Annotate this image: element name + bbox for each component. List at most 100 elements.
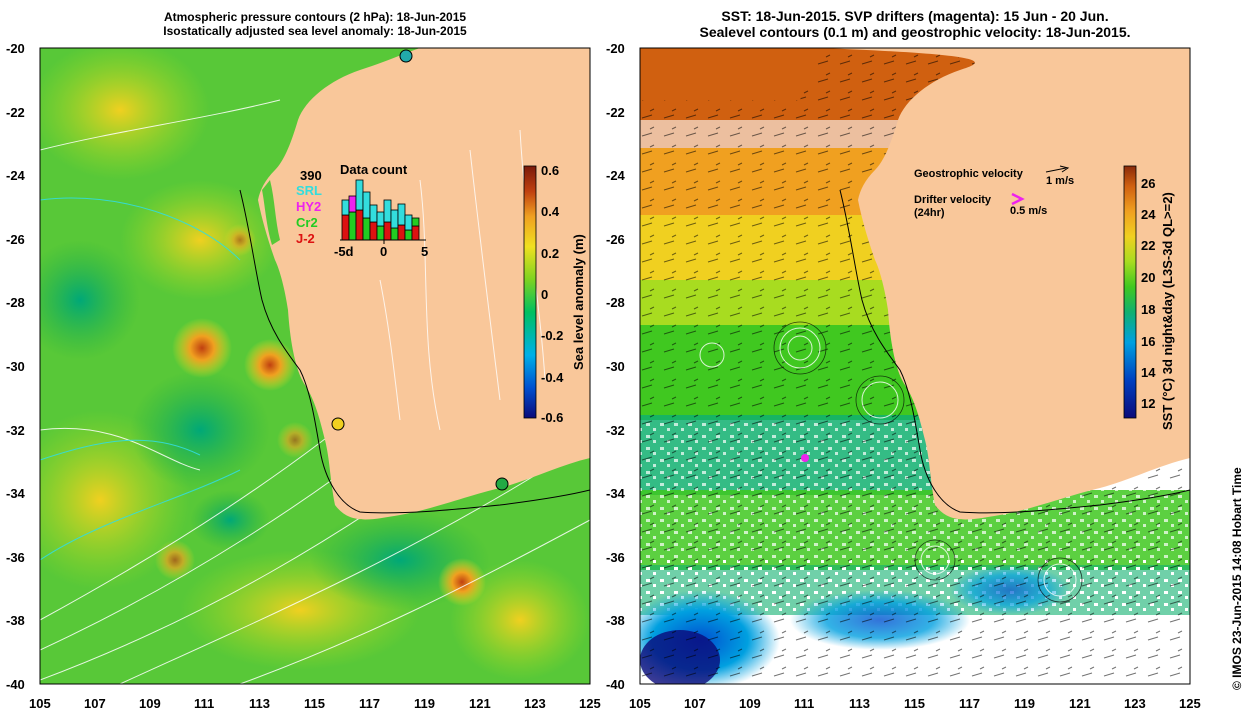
right-lon-tick: 125 (1179, 696, 1201, 711)
right-map-title: SST: 18-Jun-2015. SVP drifters (magenta)… (640, 8, 1190, 40)
right-lon-axis: 105 107 109 111 113 115 117 119 121 123 … (629, 696, 1201, 711)
drifter-sub-label: (24hr) (914, 207, 945, 219)
inset-xtick-neg5: -5d (334, 244, 354, 259)
left-lon-tick: 115 (304, 696, 325, 711)
left-lat-tick: -24 (6, 168, 26, 183)
left-lat-tick: -34 (6, 486, 26, 501)
right-lon-tick: 119 (1014, 696, 1035, 711)
sla-eddy-high (172, 318, 232, 378)
inset-legend-j2: J-2 (296, 231, 315, 246)
drifter-velocity-label: Drifter velocity (914, 194, 992, 206)
right-lat-tick: -34 (606, 486, 626, 501)
sst-tick-12: 12 (1141, 396, 1155, 411)
left-lat-tick: -32 (6, 423, 25, 438)
sla-tick-m0.2: -0.2 (541, 328, 563, 343)
inset-legend-cr2: Cr2 (296, 215, 318, 230)
geo-velocity-label: Geostrophic velocity (914, 168, 1024, 180)
left-title-line1: Atmospheric pressure contours (2 hPa): 1… (163, 10, 467, 24)
right-lon-tick: 115 (904, 696, 925, 711)
right-lon-tick: 113 (849, 696, 870, 711)
australia-landmass-right (820, 48, 1190, 520)
sla-colorbar: 0.6 0.4 0.2 0 -0.2 -0.4 -0.6 Sea level a… (523, 163, 586, 425)
left-lon-tick: 111 (194, 696, 214, 711)
inset-xtick-5: 5 (421, 244, 428, 259)
right-lon-tick: 123 (1124, 696, 1146, 711)
sealevel-contours (699, 327, 1077, 597)
right-lat-tick: -26 (606, 232, 625, 247)
right-lat-tick: -20 (606, 41, 625, 56)
sst-colorbar-label: SST (°C) 3d night&day (L3S-3d QL>=2) (1160, 192, 1175, 430)
right-lat-tick: -38 (606, 613, 625, 628)
australia-landmass (258, 48, 590, 520)
left-lat-tick: -26 (6, 232, 25, 247)
drifter-scale-label: 0.5 m/s (1010, 205, 1047, 217)
right-lon-tick: 109 (739, 696, 761, 711)
right-lon-tick: 117 (959, 696, 980, 711)
sla-tick-0: 0 (541, 287, 548, 302)
inset-legend-srl: SRL (296, 183, 322, 198)
sst-tick-16: 16 (1141, 334, 1155, 349)
left-lon-tick: 119 (414, 696, 435, 711)
right-lat-tick: -22 (606, 105, 625, 120)
left-lat-tick: -40 (6, 677, 25, 692)
left-map (40, 48, 590, 684)
inset-title: Data count (340, 162, 408, 177)
right-title-line2: Sealevel contours (0.1 m) and geostrophi… (699, 24, 1131, 40)
copyright-notice: © IMOS 23-Jun-2015 14:08 Hobart Time (1230, 467, 1244, 690)
inset-xtick-0: 0 (380, 244, 387, 259)
velocity-legend: Geostrophic velocity 1 m/s Drifter veloc… (914, 165, 1074, 219)
geo-scale-arrow (1045, 167, 1067, 173)
sla-tick-m0.4: -0.4 (541, 370, 564, 385)
sst-tick-14: 14 (1141, 365, 1156, 380)
sst-colorbar: 26 24 22 20 18 16 14 12 SST (°C) 3d nigh… (1123, 165, 1175, 430)
data-count-inset: 390 Data count SRL HY2 Cr2 J-2 -5d 0 5 (296, 162, 428, 259)
left-lon-tick: 105 (29, 696, 51, 711)
right-map-frame (639, 47, 1191, 685)
right-lat-tick: -30 (606, 359, 625, 374)
right-lon-tick: 107 (684, 696, 706, 711)
inset-legend-hy2: HY2 (296, 199, 321, 214)
sst-tick-20: 20 (1141, 270, 1155, 285)
left-lon-tick: 109 (139, 696, 161, 711)
right-lon-tick: 121 (1069, 696, 1091, 711)
left-lon-tick: 117 (359, 696, 380, 711)
left-lat-tick: -38 (6, 613, 25, 628)
svp-drifter (801, 454, 809, 462)
right-title-line1: SST: 18-Jun-2015. SVP drifters (magenta)… (721, 8, 1109, 24)
right-lat-tick: -32 (606, 423, 625, 438)
sla-tick-0.2: 0.2 (541, 246, 559, 261)
left-lon-tick: 121 (469, 696, 491, 711)
right-lat-tick: -40 (606, 677, 625, 692)
left-lon-axis: 105 107 109 111 113 115 117 119 121 123 … (29, 696, 601, 711)
sla-tick-0.4: 0.4 (541, 204, 560, 219)
right-lat-tick: -36 (606, 550, 625, 565)
sla-tick-m0.6: -0.6 (541, 410, 563, 425)
right-lat-axis: -20 -22 -24 -26 -28 -30 -32 -34 -36 -38 … (606, 41, 626, 692)
right-map (640, 48, 1190, 684)
left-lat-axis: -20 -22 -24 -26 -28 -30 -32 -34 -36 -38 … (6, 41, 26, 692)
left-map-title: Atmospheric pressure contours (2 hPa): 1… (40, 10, 590, 38)
sst-tick-24: 24 (1141, 207, 1156, 222)
left-lat-tick: -30 (6, 359, 25, 374)
sst-tick-22: 22 (1141, 238, 1155, 253)
drifter-scale-arrow (1011, 192, 1025, 206)
left-lon-tick: 125 (579, 696, 601, 711)
sla-colorbar-label: Sea level anomaly (m) (571, 234, 586, 370)
left-title-line2: Isostatically adjusted sea level anomaly… (163, 24, 467, 38)
left-lat-tick: -20 (6, 41, 25, 56)
geo-scale-label: 1 m/s (1046, 175, 1074, 187)
right-lon-tick: 111 (794, 696, 814, 711)
right-lat-tick: -24 (606, 168, 626, 183)
sst-tick-18: 18 (1141, 302, 1155, 317)
sla-tick-0.6: 0.6 (541, 163, 559, 178)
left-map-frame (39, 47, 591, 685)
right-lat-tick: -28 (606, 295, 625, 310)
left-lon-tick: 123 (524, 696, 546, 711)
right-lon-tick: 105 (629, 696, 651, 711)
left-lat-tick: -36 (6, 550, 25, 565)
inset-total: 390 (300, 168, 322, 183)
left-lon-tick: 113 (249, 696, 270, 711)
sst-tick-26: 26 (1141, 176, 1155, 191)
tide-gauge-marker (331, 417, 345, 431)
